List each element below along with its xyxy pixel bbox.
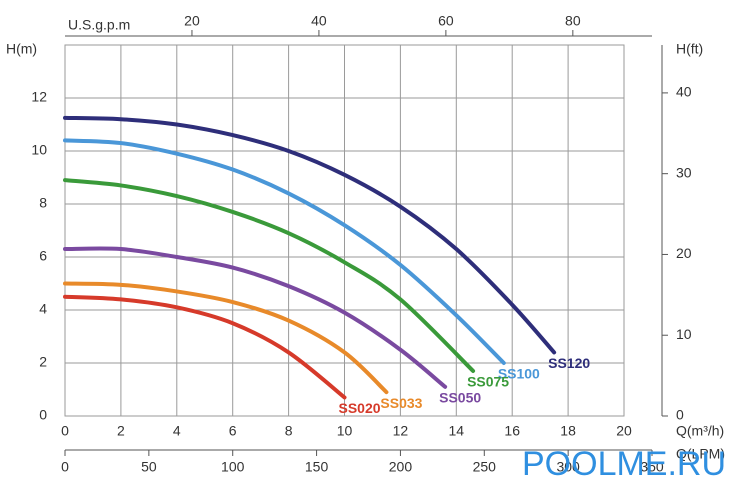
curve-label: SS020: [339, 400, 381, 416]
y-tick-label: 6: [39, 248, 47, 264]
x2-axis-title: U.S.g.p.m: [68, 17, 130, 33]
x3-tick-label: 150: [305, 459, 329, 475]
x-tick-label: 0: [61, 423, 69, 439]
y-tick-label: 2: [39, 354, 47, 370]
x2-tick-label: 40: [311, 13, 327, 29]
curve-label: SS033: [380, 395, 422, 411]
y2-axis-title: H(ft): [676, 41, 703, 57]
pump-curve: [63, 178, 476, 373]
curve-label: SS120: [548, 355, 590, 371]
x3-tick-label: 50: [141, 459, 157, 475]
y2-tick-label: 20: [676, 245, 692, 261]
y2-tick-label: 0: [676, 407, 684, 423]
x-tick-label: 16: [504, 423, 520, 439]
pump-curve: [63, 294, 347, 400]
curve-label: SS050: [439, 390, 481, 406]
pump-curve: [63, 115, 557, 355]
y-axis-title: H(m): [6, 41, 37, 57]
x-tick-label: 14: [449, 423, 465, 439]
x2-tick-label: 80: [565, 13, 581, 29]
y-tick-label: 8: [39, 195, 47, 211]
y-tick-label: 12: [31, 89, 47, 105]
pump-curve: [63, 281, 389, 395]
y-tick-label: 0: [39, 407, 47, 423]
x3-tick-label: 350: [640, 459, 664, 475]
x-tick-label: 20: [616, 423, 632, 439]
x3-tick-label: 100: [221, 459, 245, 475]
x-tick-label: 10: [337, 423, 353, 439]
y2-tick-label: 40: [676, 84, 692, 100]
x3-tick-label: 200: [389, 459, 413, 475]
y-tick-label: 4: [39, 301, 47, 317]
y2-tick-label: 10: [676, 326, 692, 342]
x-tick-label: 12: [393, 423, 409, 439]
x-axis-title: Q(m³/h): [676, 423, 724, 439]
pump-curve: [63, 138, 506, 365]
x-tick-label: 6: [229, 423, 237, 439]
x-tick-label: 2: [117, 423, 125, 439]
x3-tick-label: 250: [473, 459, 497, 475]
watermark: POOLME.RU: [522, 445, 726, 483]
x3-tick-label: 0: [61, 459, 69, 475]
x-tick-label: 8: [285, 423, 293, 439]
curve-label: SS075: [467, 374, 509, 390]
x-tick-label: 18: [560, 423, 576, 439]
y2-tick-label: 30: [676, 164, 692, 180]
pump-curve: [63, 246, 448, 389]
x2-tick-label: 20: [184, 13, 200, 29]
y-tick-label: 10: [31, 142, 47, 158]
x3-axis-title: Q(LPM): [676, 446, 725, 462]
x3-tick-label: 300: [556, 459, 580, 475]
x2-tick-label: 60: [438, 13, 454, 29]
curve-label: SS100: [498, 366, 540, 382]
x-tick-label: 4: [173, 423, 181, 439]
